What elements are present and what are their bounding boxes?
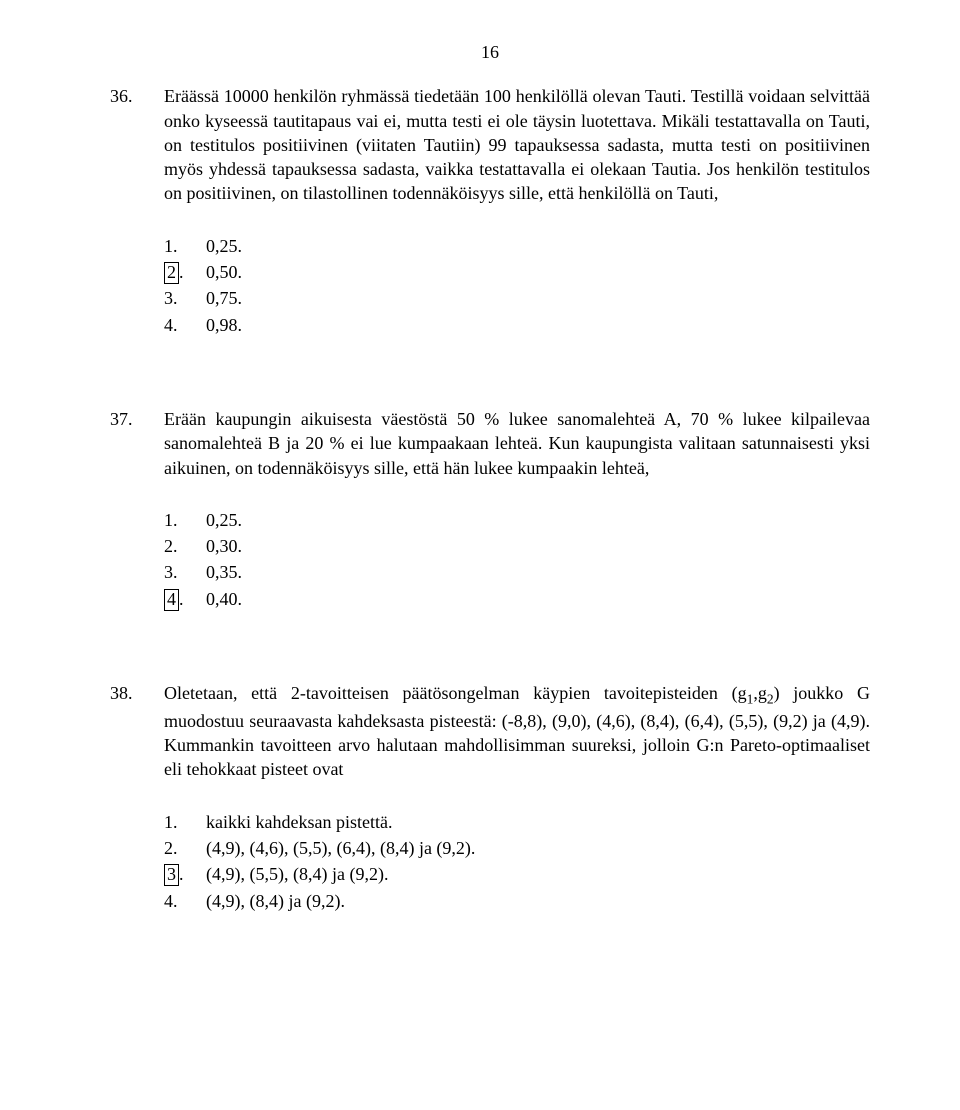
option-row: 4. 0,98.: [164, 313, 870, 337]
question-38: 38. Oletetaan, että 2-tavoitteisen päätö…: [110, 681, 870, 782]
option-number: 2.: [164, 836, 206, 860]
question-text: Oletetaan, että 2-tavoitteisen päätösong…: [164, 681, 870, 782]
option-row: 1. 0,25.: [164, 234, 870, 258]
option-row: 1. kaikki kahdeksan pistettä.: [164, 810, 870, 834]
option-number-correct: 3.: [164, 862, 206, 886]
option-text: 0,30.: [206, 534, 870, 558]
option-number: 1.: [164, 810, 206, 834]
option-text: (4,9), (5,5), (8,4) ja (9,2).: [206, 862, 870, 886]
option-text: 0,25.: [206, 508, 870, 532]
question-36-options: 1. 0,25. 2. 0,50. 3. 0,75. 4. 0,98.: [164, 234, 870, 337]
option-text: 0,50.: [206, 260, 870, 284]
question-text: Eräässä 10000 henkilön ryhmässä tiedetää…: [164, 84, 870, 205]
option-number: 4.: [164, 889, 206, 913]
option-row: 3. (4,9), (5,5), (8,4) ja (9,2).: [164, 862, 870, 886]
question-text: Erään kaupungin aikuisesta väestöstä 50 …: [164, 407, 870, 480]
question-36: 36. Eräässä 10000 henkilön ryhmässä tied…: [110, 84, 870, 205]
option-number: 3.: [164, 560, 206, 584]
option-text: (4,9), (4,6), (5,5), (6,4), (8,4) ja (9,…: [206, 836, 870, 860]
option-row: 3. 0,35.: [164, 560, 870, 584]
option-number: 1.: [164, 508, 206, 532]
option-number: 3.: [164, 286, 206, 310]
question-38-options: 1. kaikki kahdeksan pistettä. 2. (4,9), …: [164, 810, 870, 913]
option-text: 0,98.: [206, 313, 870, 337]
option-text: 0,25.: [206, 234, 870, 258]
option-text: kaikki kahdeksan pistettä.: [206, 810, 870, 834]
option-text: 0,40.: [206, 587, 870, 611]
question-number: 38.: [110, 681, 164, 705]
question-37: 37. Erään kaupungin aikuisesta väestöstä…: [110, 407, 870, 480]
page-number: 16: [110, 40, 870, 64]
question-number: 37.: [110, 407, 164, 431]
option-text: (4,9), (8,4) ja (9,2).: [206, 889, 870, 913]
option-text: 0,35.: [206, 560, 870, 584]
option-row: 2. (4,9), (4,6), (5,5), (6,4), (8,4) ja …: [164, 836, 870, 860]
option-number-correct: 2.: [164, 260, 206, 284]
question-number: 36.: [110, 84, 164, 108]
option-row: 1. 0,25.: [164, 508, 870, 532]
option-text: 0,75.: [206, 286, 870, 310]
option-row: 2. 0,50.: [164, 260, 870, 284]
option-number: 2.: [164, 534, 206, 558]
option-row: 4. (4,9), (8,4) ja (9,2).: [164, 889, 870, 913]
page-container: 16 36. Eräässä 10000 henkilön ryhmässä t…: [0, 0, 960, 973]
question-37-options: 1. 0,25. 2. 0,30. 3. 0,35. 4. 0,40.: [164, 508, 870, 611]
option-row: 4. 0,40.: [164, 587, 870, 611]
option-number: 1.: [164, 234, 206, 258]
option-number-correct: 4.: [164, 587, 206, 611]
option-row: 2. 0,30.: [164, 534, 870, 558]
option-row: 3. 0,75.: [164, 286, 870, 310]
option-number: 4.: [164, 313, 206, 337]
